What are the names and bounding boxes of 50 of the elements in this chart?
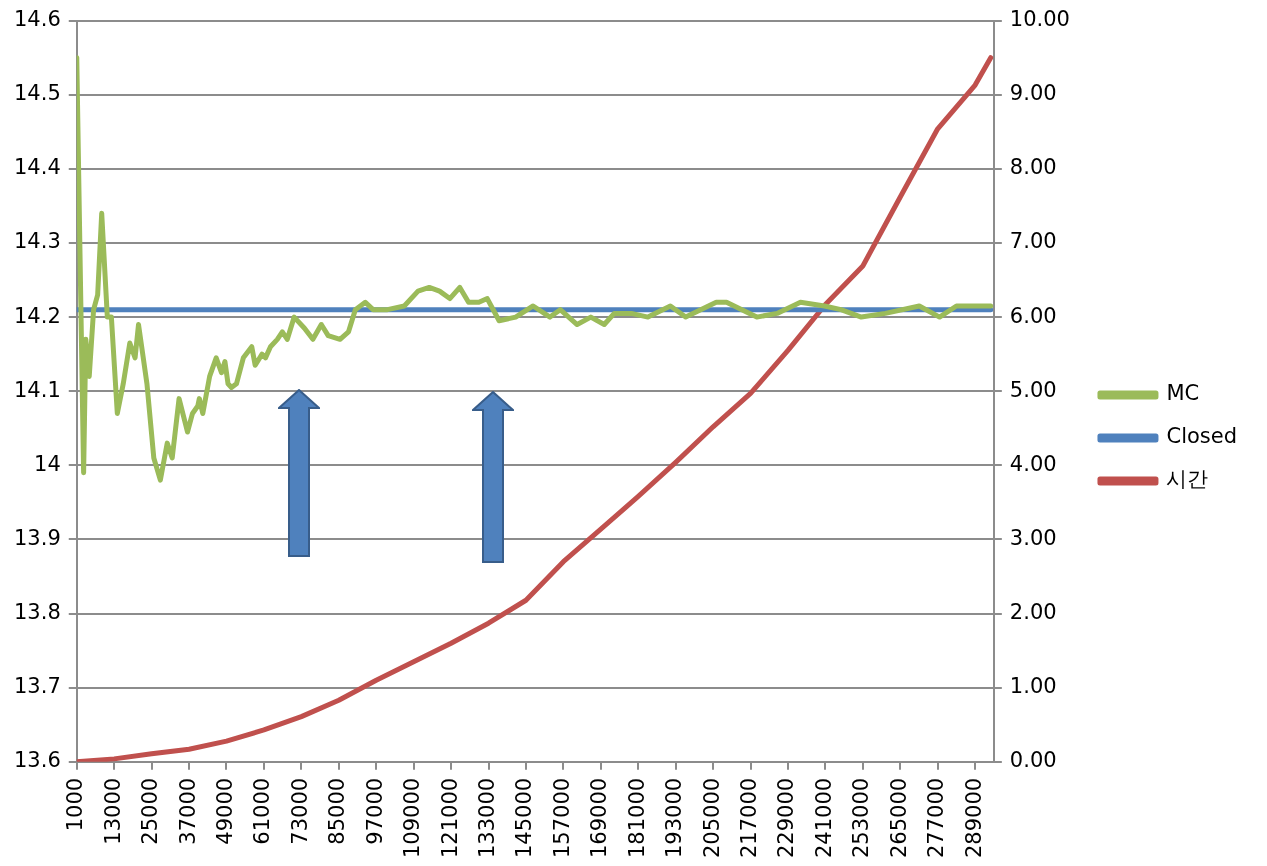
x-tick-label: 73000: [287, 777, 312, 845]
x-tick-label: 253000: [849, 777, 874, 859]
y2-tick-label: 2.00: [1009, 600, 1057, 625]
y-tick-label: 14.2: [13, 303, 61, 328]
y2-tick-label: 5.00: [1009, 377, 1057, 402]
x-tick-label: 1000: [63, 777, 88, 832]
x-tick-label: 85000: [325, 777, 350, 845]
x-tick-label: 193000: [662, 777, 687, 859]
x-tick-label: 157000: [549, 777, 574, 859]
y2-tick-label: 1.00: [1009, 674, 1057, 699]
y2-tick-label: 3.00: [1009, 525, 1057, 550]
x-tick-label: 13000: [100, 777, 125, 845]
x-tick-label: 61000: [250, 777, 275, 845]
x-tick-label: 181000: [624, 777, 649, 859]
y-tick-label: 13.8: [13, 600, 61, 625]
legend-label: MC: [1166, 381, 1200, 406]
legend-label: 시간: [1166, 467, 1209, 492]
x-tick-label: 241000: [811, 777, 836, 859]
y-tick-label: 14.3: [13, 229, 61, 254]
x-tick-label: 169000: [587, 777, 612, 859]
y2-tick-label: 10.00: [1009, 7, 1070, 32]
x-tick-label: 265000: [886, 777, 911, 859]
y-tick-label: 14: [34, 451, 61, 476]
y2-tick-label: 0.00: [1009, 748, 1057, 773]
legend-label: Closed: [1166, 424, 1238, 449]
x-tick-label: 49000: [212, 777, 237, 845]
x-tick-label: 277000: [924, 777, 949, 859]
y-tick-label: 14.6: [13, 7, 61, 32]
y-tick-label: 13.6: [13, 748, 61, 773]
x-tick-label: 205000: [699, 777, 724, 859]
y-tick-label: 13.9: [13, 525, 61, 550]
y-tick-label: 14.5: [13, 81, 61, 106]
x-tick-label: 289000: [961, 777, 986, 859]
y2-tick-label: 8.00: [1009, 155, 1057, 180]
x-tick-label: 133000: [474, 777, 499, 859]
y2-tick-label: 6.00: [1009, 303, 1057, 328]
x-tick-label: 25000: [138, 777, 163, 845]
y-tick-label: 13.7: [13, 674, 61, 699]
x-tick-label: 97000: [362, 777, 387, 845]
x-tick-label: 217000: [736, 777, 761, 859]
y2-tick-label: 4.00: [1009, 451, 1057, 476]
x-tick-label: 37000: [175, 777, 200, 845]
x-tick-label: 145000: [512, 777, 537, 859]
y2-tick-label: 9.00: [1009, 81, 1057, 106]
x-tick-label: 121000: [437, 777, 462, 859]
y2-tick-label: 7.00: [1009, 229, 1057, 254]
y-tick-label: 14.1: [13, 377, 61, 402]
x-tick-label: 229000: [774, 777, 799, 859]
x-tick-label: 109000: [400, 777, 425, 859]
y-tick-label: 14.4: [13, 155, 61, 180]
